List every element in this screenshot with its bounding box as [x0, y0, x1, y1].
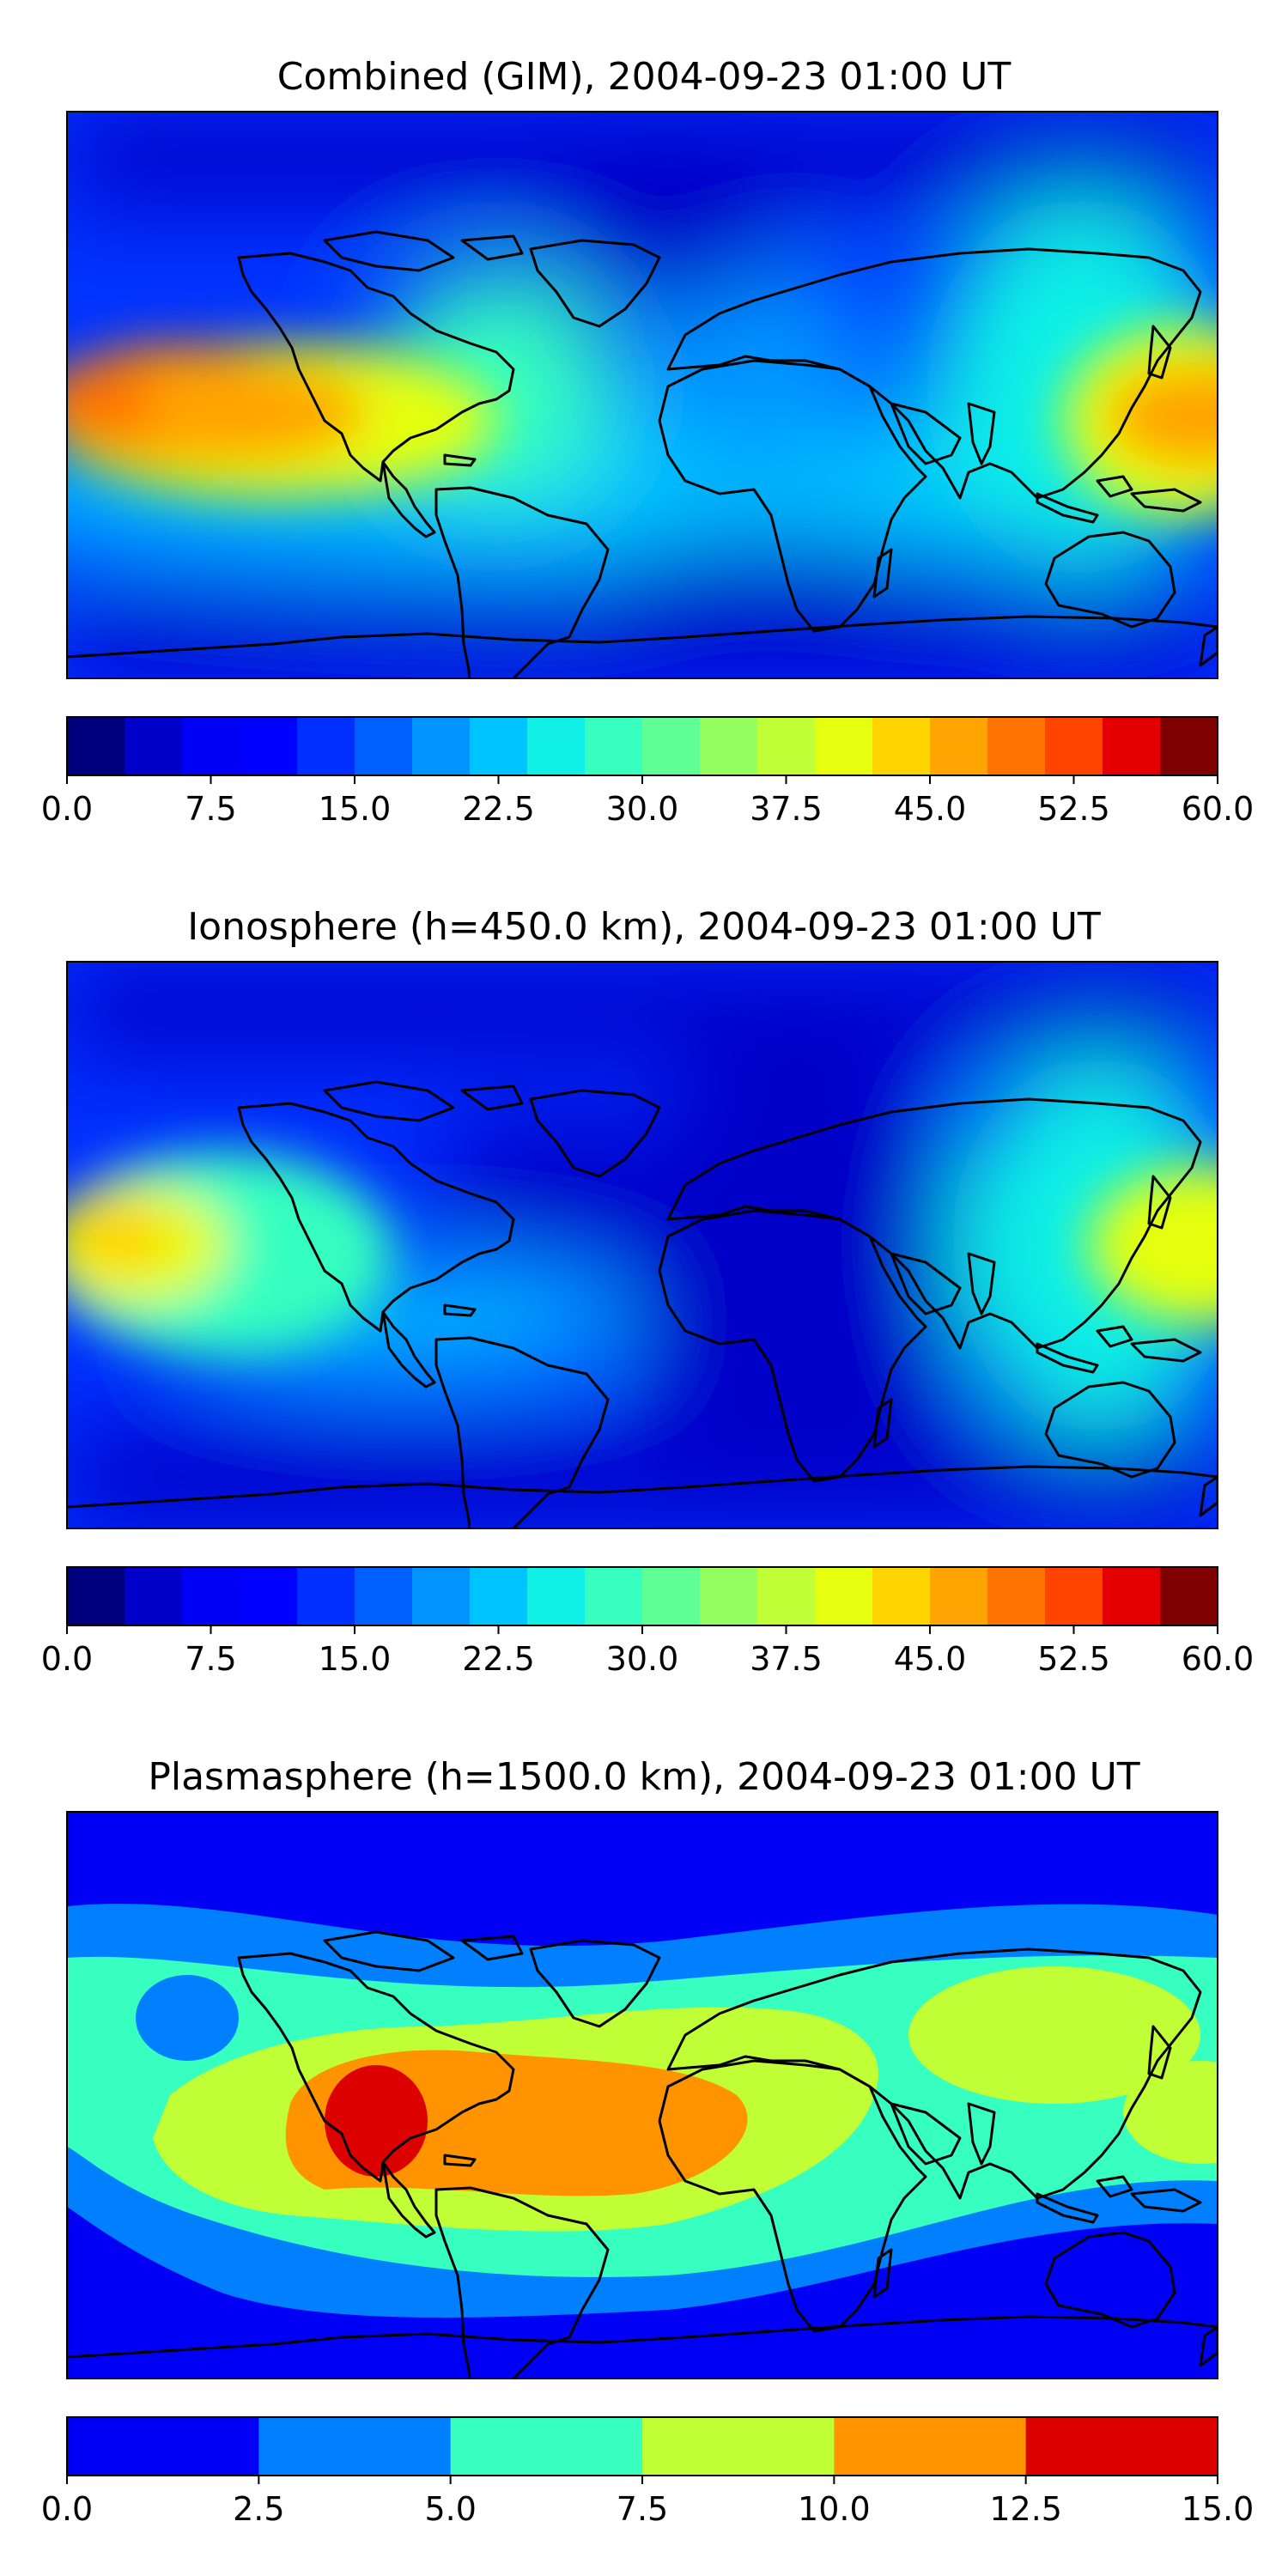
colorbar-level — [815, 717, 873, 775]
colorbar-level — [182, 1567, 240, 1625]
map-panel-combined — [66, 111, 1218, 679]
colorbar-level — [700, 717, 758, 775]
colorbar-level — [1160, 1567, 1218, 1625]
colorbar-level — [757, 1567, 816, 1625]
colorbar-tick-label: 37.5 — [750, 790, 823, 828]
colorbar-tick-label: 30.0 — [606, 790, 679, 828]
colorbar-level — [642, 1567, 701, 1625]
colorbar-plasmasphere: 0.0 2.5 5.0 7.5 10.0 12.5 15.0 — [41, 2416, 1255, 2528]
colorbar-level — [470, 1567, 528, 1625]
colorbar-level — [67, 1567, 125, 1625]
colorbar-level — [930, 717, 988, 775]
panel-title-combined: Combined (GIM), 2004-09-23 01:00 UT — [276, 55, 1012, 99]
colorbar-level — [1045, 1567, 1103, 1625]
colorbar-level — [240, 1567, 298, 1625]
colorbar-tick-label: 52.5 — [1037, 790, 1110, 828]
colorbar-tick-label: 45.0 — [894, 1640, 967, 1678]
colorbar-level — [125, 717, 183, 775]
colorbar-tick-label: 22.5 — [462, 1640, 535, 1678]
colorbar-level — [412, 1567, 471, 1625]
colorbar-level — [815, 1567, 873, 1625]
colorbar-level — [182, 717, 240, 775]
colorbar-level — [700, 1567, 758, 1625]
colorbar-level — [757, 717, 816, 775]
colorbar-level — [67, 717, 125, 775]
colorbar-tick-label: 15.0 — [1182, 2490, 1255, 2528]
colorbar-tick-label: 7.5 — [185, 790, 236, 828]
colorbar-level — [412, 717, 471, 775]
colorbar-level — [1103, 717, 1161, 775]
colorbar-level — [258, 2417, 452, 2476]
colorbar-tick-label: 37.5 — [750, 1640, 823, 1678]
colorbar-tick-label: 22.5 — [462, 790, 535, 828]
colorbar-level — [355, 717, 413, 775]
colorbar-level — [297, 1567, 355, 1625]
colorbar-level — [125, 1567, 183, 1625]
panel-title-ionosphere: Ionosphere (h=450.0 km), 2004-09-23 01:0… — [187, 905, 1101, 949]
colorbar-tick-label: 0.0 — [41, 2490, 93, 2528]
colorbar-level — [297, 717, 355, 775]
colorbar-tick-label: 30.0 — [606, 1640, 679, 1678]
colorbar-combined: 0.0 7.5 15.0 22.5 30.0 37.5 45.0 52.5 60.0 — [41, 716, 1255, 828]
colorbar-tick-label: 10.0 — [798, 2490, 871, 2528]
colorbar-level — [872, 717, 931, 775]
map-panel-ionosphere — [66, 961, 1218, 1529]
colorbar-tick-label: 60.0 — [1182, 1640, 1255, 1678]
colorbar-tick-label: 15.0 — [319, 790, 392, 828]
panel-title-plasmasphere: Plasmasphere (h=1500.0 km), 2004-09-23 0… — [148, 1755, 1140, 1799]
colorbar-level — [1103, 1567, 1161, 1625]
colorbar-tick-label: 7.5 — [617, 2490, 668, 2528]
colorbar-level — [1160, 717, 1218, 775]
colorbar-level — [527, 717, 586, 775]
colorbar-level — [450, 2417, 643, 2476]
colorbar-level — [987, 717, 1046, 775]
colorbar-ionosphere: 0.0 7.5 15.0 22.5 30.0 37.5 45.0 52.5 60.0 — [41, 1566, 1255, 1678]
colorbar-tick-label: 2.5 — [233, 2490, 284, 2528]
colorbar-level — [642, 717, 701, 775]
colorbar-level — [470, 717, 528, 775]
colorbar-level — [834, 2417, 1027, 2476]
colorbar-level — [987, 1567, 1046, 1625]
colorbar-level — [527, 1567, 586, 1625]
colorbar-level — [642, 2417, 835, 2476]
colorbar-tick-label: 7.5 — [185, 1640, 236, 1678]
colorbar-level — [1045, 717, 1103, 775]
colorbar-tick-label: 60.0 — [1182, 790, 1255, 828]
colorbar-level — [930, 1567, 988, 1625]
colorbar-tick-label: 45.0 — [894, 790, 967, 828]
map-panel-plasmasphere — [66, 1811, 1218, 2379]
colorbar-level — [1025, 2417, 1218, 2476]
colorbar-tick-label: 0.0 — [41, 1640, 93, 1678]
colorbar-level — [355, 1567, 413, 1625]
colorbar-level — [67, 2417, 259, 2476]
colorbar-tick-label: 15.0 — [319, 1640, 392, 1678]
colorbar-tick-label: 0.0 — [41, 790, 93, 828]
colorbar-level — [585, 717, 643, 775]
colorbar-level — [872, 1567, 931, 1625]
colorbar-level — [240, 717, 298, 775]
colorbar-tick-label: 52.5 — [1037, 1640, 1110, 1678]
colorbar-tick-label: 5.0 — [424, 2490, 476, 2528]
colorbar-level — [585, 1567, 643, 1625]
colorbar-tick-label: 12.5 — [989, 2490, 1062, 2528]
